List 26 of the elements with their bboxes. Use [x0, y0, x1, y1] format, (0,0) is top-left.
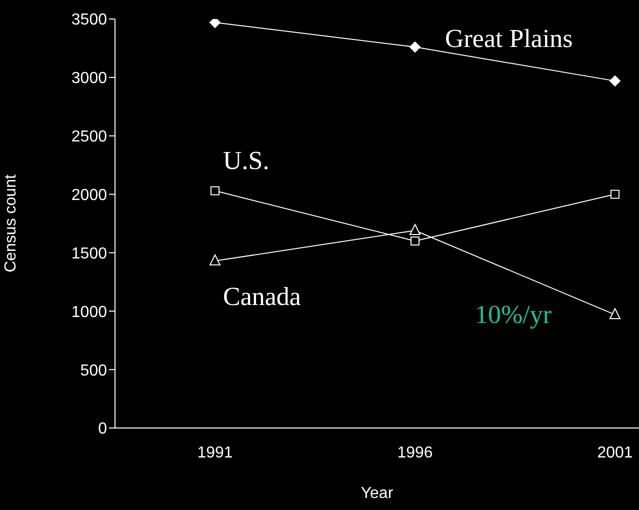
- point: [210, 254, 220, 266]
- y-tick-label: 2500: [71, 128, 108, 146]
- series-label: Great Plains: [445, 24, 573, 53]
- annotation: 10%/yr: [475, 300, 552, 330]
- y-tick-label: 1000: [71, 304, 108, 321]
- y-tick-label: 2000: [71, 186, 108, 204]
- x-tick-label: 1996: [397, 444, 433, 462]
- point: [610, 190, 620, 199]
- y-tick-label: 3000: [71, 70, 108, 88]
- y-tick-label: 0: [98, 420, 108, 438]
- point: [210, 19, 220, 28]
- series-label: Canada: [223, 282, 302, 311]
- series-label: U.S.: [223, 146, 270, 175]
- x-axis-title: Year: [360, 485, 394, 502]
- point: [610, 75, 620, 86]
- y-tick-label: 1500: [71, 245, 108, 262]
- y-tick-label: 3500: [71, 12, 108, 29]
- x-tick-label: 1991: [197, 444, 233, 462]
- point: [610, 308, 620, 320]
- y-axis-title: Census count: [2, 174, 20, 272]
- point: [410, 236, 420, 246]
- point: [410, 224, 420, 236]
- x-tick-label: 2001: [597, 444, 633, 462]
- point: [410, 42, 420, 53]
- y-tick-label: 500: [80, 362, 108, 380]
- point: [210, 186, 220, 196]
